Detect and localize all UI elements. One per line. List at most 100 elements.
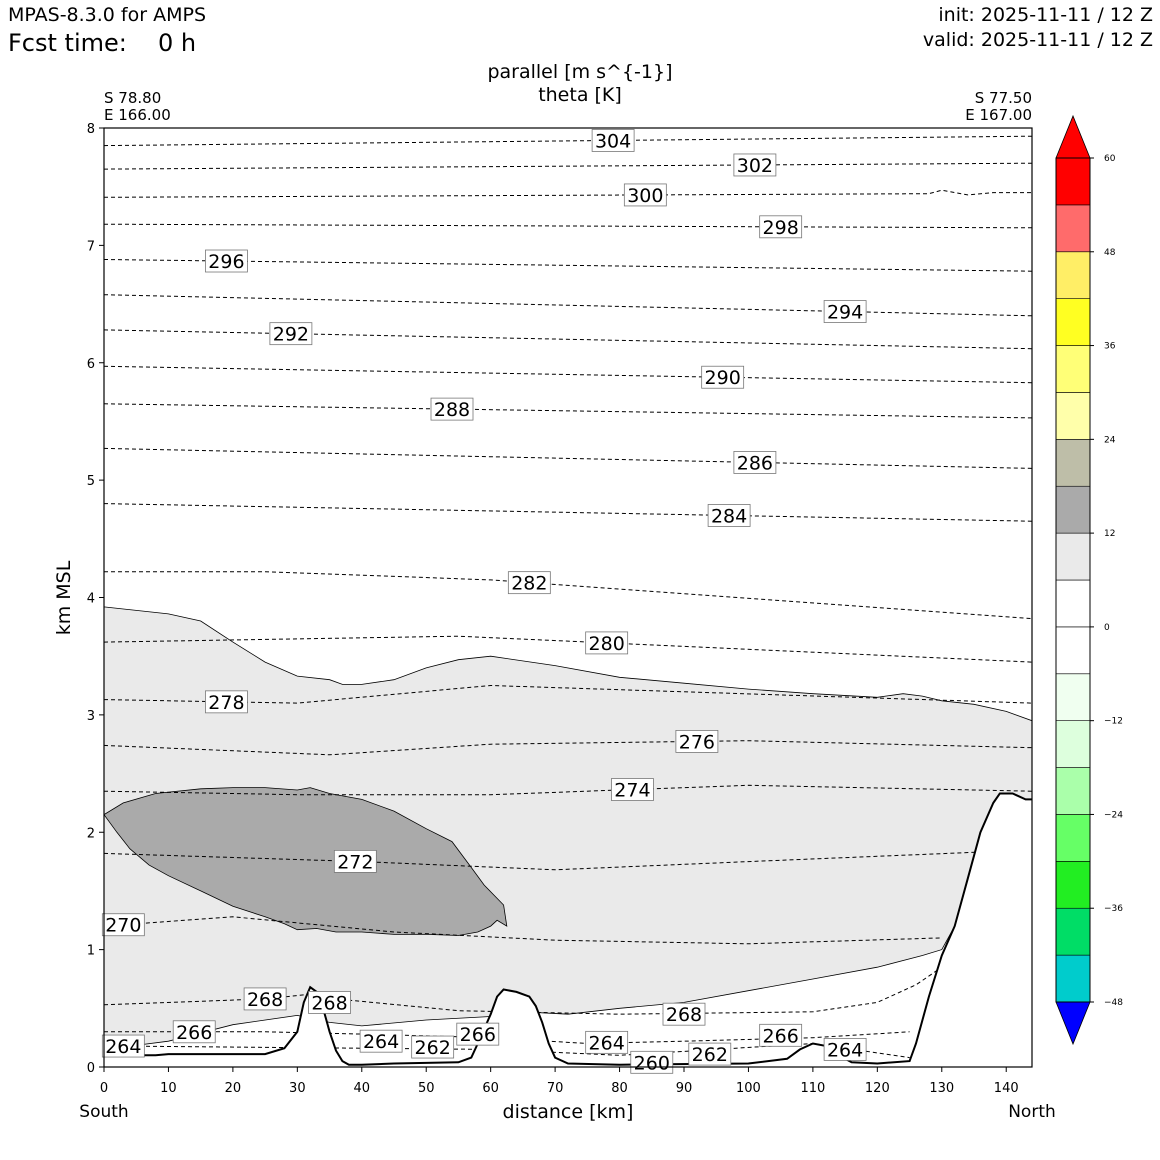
chart-title-line2: theta [K] (538, 84, 622, 106)
theta-contour-line (104, 684, 1032, 704)
right-end-lon: E 167.00 (965, 106, 1032, 124)
x-tick-label: 140 (994, 1081, 1019, 1096)
colorbar-segment (1055, 157, 1091, 206)
colorbar-segment (1055, 439, 1091, 487)
theta-contour-label: 288 (434, 399, 470, 421)
theta-contour-label: 304 (595, 130, 631, 152)
theta-contour-label: 268 (311, 992, 347, 1014)
theta-contour-label-box (591, 129, 635, 152)
theta-contour-line (104, 329, 1032, 350)
theta-contour-label-box (308, 991, 351, 1014)
theta-contour-line (104, 259, 1032, 272)
theta-contour-label: 264 (827, 1039, 863, 1061)
colorbar-segment (1055, 720, 1091, 768)
y-tick-label: 4 (87, 592, 95, 607)
colorbar-segment (1055, 392, 1091, 440)
colorbar-tick-label: 12 (1104, 529, 1115, 539)
theta-contour-label-box (701, 365, 745, 389)
colorbar-segment (1055, 814, 1091, 862)
colorbar-tick-label: −24 (1104, 810, 1123, 820)
theta-contour-label: 274 (614, 780, 650, 802)
y-tick-label: 7 (87, 239, 95, 254)
theta-contour-line (104, 740, 1032, 756)
x-tick-label: 90 (676, 1081, 693, 1096)
theta-contour-label: 286 (737, 452, 773, 474)
theta-contour-label-box (823, 1037, 867, 1061)
colorbar-tick-label: 48 (1104, 248, 1116, 258)
x-tick-label: 50 (418, 1081, 435, 1096)
theta-contour-layer (104, 135, 1032, 1059)
y-axis-ticks: 0 1 2 3 4 5 6 7 8 (87, 122, 104, 1076)
model-name: MPAS-8.3.0 for AMPS (8, 4, 207, 26)
x-tick-label: 40 (354, 1081, 371, 1096)
x-axis-ticks: 0 10 20 30 40 50 60 70 80 90 100 110 120 130 140 (100, 1067, 1019, 1096)
left-end-lon: E 166.00 (104, 106, 171, 124)
colorbar-tick-label: 0 (1104, 623, 1110, 633)
theta-contour-label-box (623, 183, 667, 207)
theta-contour-label: 264 (105, 1036, 141, 1058)
theta-contour-label-box (611, 778, 654, 801)
y-tick-label: 8 (87, 122, 95, 137)
theta-contour-label: 300 (627, 185, 663, 207)
theta-contour-label: 298 (763, 217, 799, 239)
theta-contour-label: 280 (589, 633, 625, 655)
theta-contour-label-box (823, 300, 867, 323)
x-tick-label: 80 (611, 1081, 628, 1096)
x-tick-label: 100 (736, 1081, 761, 1096)
theta-contour-label: 262 (415, 1037, 451, 1059)
init-time: init: 2025-11-11 / 12 Z (938, 4, 1153, 26)
theta-contour-line (104, 571, 1032, 620)
colorbar-segment (1055, 485, 1091, 534)
colorbar-segment (1055, 345, 1091, 393)
theta-contour-label-box (101, 913, 145, 937)
y-axis-label: km MSL (53, 560, 75, 635)
colorbar-frame (1055, 157, 1091, 1003)
theta-contour-label: 266 (176, 1022, 212, 1044)
theta-contour-label-box (585, 1030, 629, 1054)
theta-contour-label: 276 (679, 731, 715, 753)
theta-contour-label: 262 (692, 1044, 728, 1066)
contour-label-layer: 304 302 300 298 296 294 292 290 288 286 284 282 280 2… (101, 129, 867, 1074)
theta-contour-label-box (688, 1042, 732, 1066)
forecast-time-value: 0 h (158, 29, 197, 57)
colorbar: 60 48 36 24 12 0 −12 −24 −36 −48 (1055, 114, 1123, 1046)
y-tick-label: 1 (87, 944, 95, 959)
theta-contour-line (104, 294, 1032, 317)
colorbar-tick-label: −12 (1104, 717, 1123, 727)
colorbar-segment (1055, 579, 1091, 628)
theta-contour-label: 296 (208, 251, 244, 273)
theta-contour-label-box (759, 215, 803, 239)
theta-contour-line (104, 403, 1032, 419)
theta-contour-label: 292 (273, 324, 309, 346)
colorbar-segment (1055, 298, 1091, 346)
theta-contour-line (104, 189, 1032, 198)
colorbar-extend-max (1055, 114, 1091, 159)
theta-contour-label-box (430, 397, 474, 421)
wind-shading-layer (104, 606, 1032, 1050)
x-tick-label: 10 (160, 1081, 177, 1096)
theta-contour-label-box (507, 571, 551, 595)
theta-contour-line (104, 916, 942, 945)
theta-contour-label-box (359, 1029, 403, 1053)
colorbar-segment (1055, 532, 1091, 581)
theta-contour-line (104, 784, 1032, 796)
right-end-direction: North (1008, 1102, 1056, 1122)
theta-contour-label: 270 (105, 915, 141, 937)
theta-contour-label-box (205, 249, 248, 273)
colorbar-segment (1055, 767, 1091, 815)
theta-contour-label: 278 (208, 692, 244, 714)
forecast-time-label: Fcst time: (8, 29, 127, 57)
theta-contour-label-box (172, 1020, 216, 1044)
theta-contour-label: 264 (589, 1032, 625, 1054)
colorbar-segment (1055, 204, 1091, 253)
x-tick-label: 130 (929, 1081, 954, 1096)
theta-contour-line (104, 223, 1032, 229)
theta-contour-label-box (707, 504, 751, 527)
theta-contour-line (104, 635, 1032, 663)
theta-contour-line (104, 135, 1032, 147)
theta-contour-label: 266 (763, 1025, 799, 1047)
theta-contour-line (104, 162, 1032, 170)
colorbar-tick-label: 24 (1104, 435, 1116, 445)
theta-contour-line (104, 850, 1007, 871)
